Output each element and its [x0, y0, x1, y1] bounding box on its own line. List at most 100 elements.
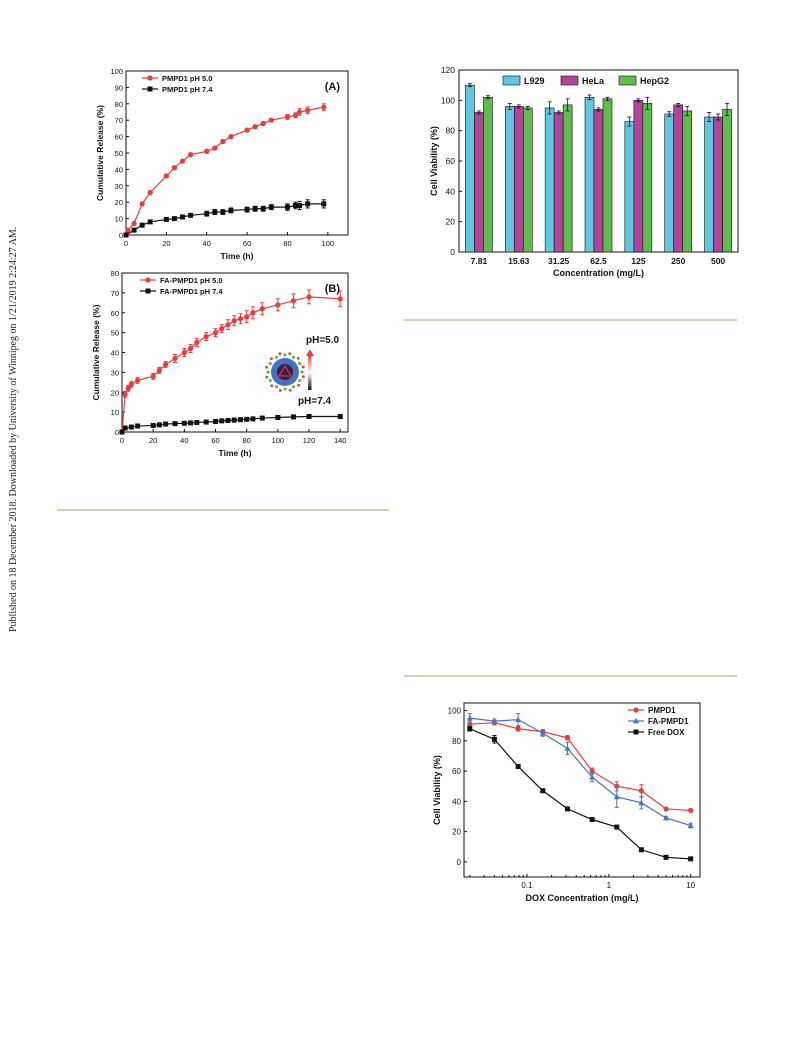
micelle-shell-dot — [298, 378, 302, 383]
data-point — [194, 339, 200, 346]
y-tick-label: 60 — [446, 156, 456, 166]
x-tick-label: 120 — [303, 436, 316, 445]
series-free-dox — [467, 725, 694, 862]
data-point — [231, 417, 237, 423]
legend-marker — [633, 717, 639, 724]
x-tick-label: 0 — [120, 436, 124, 445]
legend-marker — [147, 75, 153, 81]
data-point — [337, 296, 343, 302]
data-point — [491, 717, 498, 724]
data-point — [321, 104, 327, 110]
data-point — [188, 420, 194, 426]
data-point — [260, 120, 266, 127]
series-fa-pmpd1-ph-7-4 — [119, 413, 343, 435]
y-axis-label: Cumulative Release (%) — [95, 105, 105, 201]
data-point — [163, 361, 169, 368]
micelle-drug-dot — [301, 365, 305, 369]
legend-label: PMPD1 — [648, 706, 676, 715]
y-tick-label: 40 — [446, 186, 456, 196]
series-line — [121, 415, 341, 433]
y-axis-label: Cell Viability (%) — [432, 755, 442, 825]
data-point — [125, 227, 131, 233]
micelle-shell-dot — [268, 361, 272, 366]
y-axis-label: Cell Viability (%) — [429, 126, 439, 196]
y-tick-label: 20 — [452, 828, 461, 837]
y-tick-label: 40 — [115, 165, 123, 174]
data-point — [213, 418, 219, 424]
data-point — [171, 216, 177, 222]
y-tick-label: 0 — [115, 428, 119, 437]
y-tick-label: 10 — [115, 215, 123, 224]
data-point — [250, 310, 256, 316]
data-point — [150, 373, 156, 379]
dox-viability-chart: 0 20 40 60 80 100 0.1 1 10 DOX Concentration (mg/… — [432, 702, 701, 903]
series-line — [125, 106, 324, 236]
data-point — [139, 222, 145, 228]
data-point — [150, 422, 156, 428]
series-line — [469, 717, 691, 827]
legend-marker — [145, 288, 151, 294]
bar-hela — [633, 100, 644, 253]
micelle-drug-dot — [297, 383, 300, 387]
data-point — [252, 124, 258, 130]
x-tick-label: 80 — [283, 239, 291, 248]
micelle-shell-dot — [274, 355, 279, 359]
micelle-drug-dot — [270, 357, 273, 361]
data-point — [564, 735, 571, 741]
publication-note-text: Published on 18 December 2018. Downloade… — [8, 227, 19, 632]
y-tick-label: 10 — [111, 408, 119, 417]
data-point — [614, 824, 620, 830]
legend-marker — [145, 277, 151, 283]
data-point — [259, 306, 265, 312]
legend-label: HepG2 — [640, 76, 669, 86]
data-point — [638, 799, 645, 806]
data-point — [467, 726, 473, 732]
data-point — [663, 814, 670, 821]
x-axis-label: DOX Concentration (mg/L) — [526, 893, 639, 903]
legend-swatch — [560, 75, 579, 86]
data-point — [515, 764, 521, 770]
series-fa-pmpd1 — [466, 713, 694, 829]
legend-label: FA-PMPD1 pH 7.4 — [160, 287, 223, 296]
legend-label: L929 — [524, 76, 545, 86]
data-point — [225, 322, 231, 328]
publication-note: Published on 18 December 2018. Downloade… — [8, 227, 19, 632]
data-point — [203, 334, 209, 340]
y-tick-label: 100 — [441, 95, 455, 105]
bar-l929 — [465, 84, 475, 253]
data-point — [305, 201, 311, 207]
data-point — [135, 423, 141, 429]
x-tick-label: 60 — [211, 436, 219, 445]
data-point — [268, 117, 274, 123]
y-tick-label: 20 — [446, 217, 456, 227]
data-point — [128, 381, 134, 387]
data-point — [244, 416, 250, 422]
x-axis-label: Concentration (mg/L) — [553, 268, 644, 278]
bar-hepg2 — [562, 104, 573, 253]
series-line — [121, 296, 341, 433]
y-tick-label: 60 — [452, 767, 461, 776]
data-point — [131, 220, 137, 227]
data-point — [252, 206, 258, 212]
bar-hepg2 — [682, 110, 693, 253]
data-point — [306, 413, 312, 419]
data-point — [688, 856, 694, 862]
micelle-drug-dot — [302, 375, 305, 379]
x-tick-label: 20 — [162, 239, 170, 248]
data-point — [268, 204, 274, 210]
micelle-shell-dot — [283, 353, 287, 357]
x-tick-label: 60 — [243, 239, 251, 248]
data-point — [220, 209, 226, 215]
legend-marker — [633, 707, 639, 713]
y-tick-label: 30 — [111, 368, 119, 377]
bar-hela — [673, 104, 684, 253]
data-point — [180, 214, 186, 220]
y-tick-label: 80 — [111, 269, 119, 278]
micelle-core-drug — [278, 365, 292, 377]
data-point — [204, 148, 210, 154]
data-point — [259, 415, 265, 421]
plot-frame — [463, 702, 701, 878]
data-point — [244, 314, 250, 320]
y-tick-label: 60 — [115, 133, 123, 142]
x-tick-label: 31.25 — [548, 256, 570, 266]
